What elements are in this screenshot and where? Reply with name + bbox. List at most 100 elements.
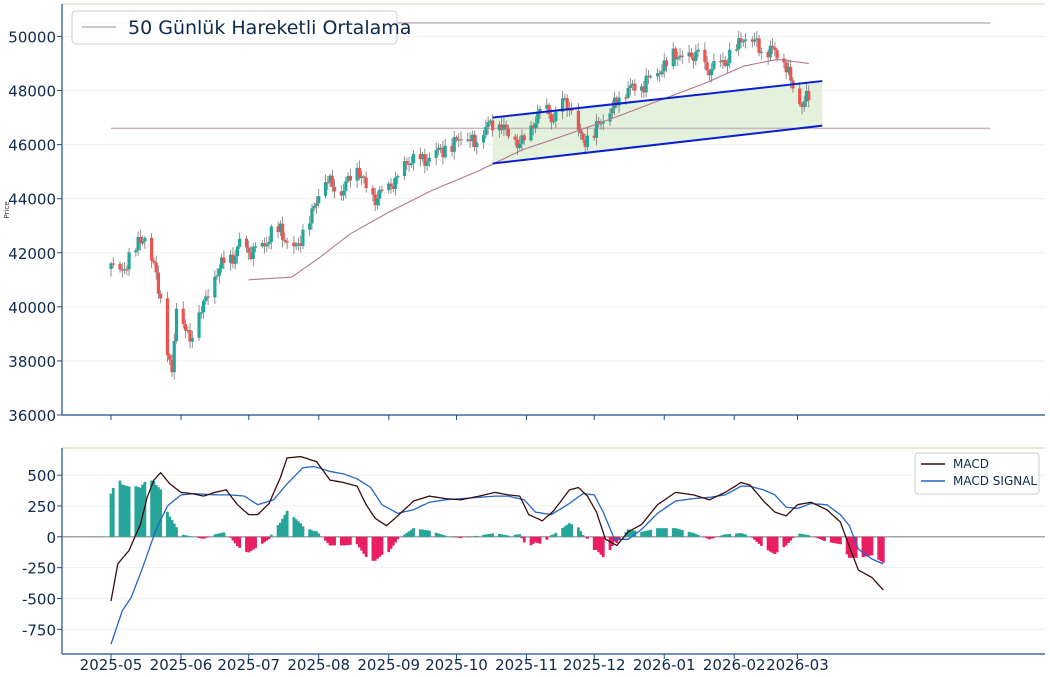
- candle-body: [734, 49, 739, 51]
- candle-body: [247, 247, 251, 253]
- candle-body: [640, 86, 644, 91]
- histogram-bar: [595, 536, 598, 550]
- candle-body: [215, 275, 219, 277]
- histogram-bar: [342, 536, 345, 546]
- histogram-bar: [450, 536, 454, 538]
- candle-body: [529, 125, 533, 141]
- candle-body: [441, 147, 445, 158]
- histogram-bar: [297, 521, 300, 537]
- histogram-bar: [245, 536, 248, 552]
- candle-body: [631, 83, 635, 86]
- candle-body: [357, 167, 361, 179]
- histogram-bar: [577, 527, 580, 537]
- candle-body: [612, 97, 617, 109]
- candle-body: [728, 49, 732, 64]
- candle-body: [504, 124, 508, 129]
- histogram-bar: [642, 531, 646, 537]
- candle-body: [125, 269, 129, 271]
- candle-body: [326, 182, 330, 184]
- candle-body: [804, 90, 809, 102]
- candle-body: [251, 246, 255, 259]
- candle-body: [608, 113, 612, 122]
- histogram-bar: [660, 528, 664, 537]
- candle-body: [486, 122, 490, 128]
- histogram-bar: [744, 534, 747, 537]
- histogram-bar: [579, 531, 583, 537]
- candle-body: [267, 241, 271, 245]
- candle-body: [427, 157, 431, 162]
- x-tick-label: 2025-07: [217, 656, 280, 674]
- candle-body: [522, 135, 526, 141]
- candle-body: [380, 189, 384, 191]
- histogram-bar: [407, 531, 411, 537]
- histogram-bar: [504, 535, 508, 537]
- histogram-bar: [348, 536, 352, 545]
- histogram-bar: [455, 536, 458, 538]
- histogram-bar: [233, 536, 237, 544]
- histogram-bar: [190, 536, 194, 538]
- histogram-bar: [159, 489, 163, 537]
- candle-body: [703, 49, 707, 63]
- histogram-bar: [583, 536, 587, 538]
- histogram-bar: [836, 536, 840, 544]
- candle-body: [150, 237, 154, 261]
- histogram-bar: [484, 534, 488, 537]
- histogram-bar: [554, 532, 558, 537]
- candle-body: [739, 38, 743, 43]
- histogram-bar: [452, 536, 456, 538]
- histogram-bar: [238, 536, 242, 548]
- x-tick-label: 2025-08: [287, 656, 350, 674]
- candle-body: [425, 161, 429, 166]
- candle-body: [387, 183, 391, 190]
- candle-body: [707, 70, 711, 76]
- histogram-bar: [312, 531, 316, 537]
- candle-body: [642, 86, 646, 93]
- candle-body: [583, 139, 587, 147]
- x-tick-label: 2026-02: [703, 656, 766, 674]
- candle-body: [292, 242, 296, 247]
- histogram-bar: [364, 536, 368, 557]
- candle-body: [475, 142, 479, 148]
- candle-body: [281, 223, 285, 240]
- candle-body: [450, 145, 454, 152]
- candle-body: [141, 241, 145, 244]
- candle-body: [599, 123, 603, 125]
- histogram-bar: [157, 487, 160, 537]
- histogram-bar: [170, 520, 174, 537]
- candle-body: [396, 176, 400, 178]
- histogram-bar: [283, 514, 287, 537]
- candle-body: [497, 124, 501, 131]
- histogram-bar: [475, 535, 479, 537]
- candle-body: [712, 60, 716, 70]
- x-tick-label: 2025-11: [495, 656, 558, 674]
- histogram-bar: [868, 536, 872, 556]
- histogram-bar: [181, 534, 185, 537]
- histogram-bar: [601, 536, 605, 558]
- histogram-bar: [705, 536, 709, 539]
- candle-body: [308, 223, 312, 230]
- price-y-tick-label: 50000: [8, 28, 56, 46]
- histogram-bar: [269, 534, 273, 537]
- candle-body: [222, 257, 226, 263]
- histogram-bar: [644, 530, 648, 537]
- price-panel: 36000 38000 40000 42000 44000 46000 48000 50000…: [3, 3, 1045, 425]
- legend-label-macd: MACD: [953, 457, 989, 471]
- histogram-bar: [592, 536, 596, 551]
- macd-signal-line: [110, 465, 884, 645]
- histogram-bar: [457, 536, 461, 538]
- histogram-bar: [610, 536, 614, 546]
- histogram-bar: [712, 536, 716, 538]
- x-axis: 2025-05 2025-06 2025-07 2025-08 2025-09 2025-…: [80, 415, 829, 674]
- histogram-bar: [782, 536, 786, 548]
- candle-body: [610, 108, 614, 114]
- histogram-bar: [188, 536, 192, 537]
- candle-body: [624, 97, 628, 99]
- histogram-bar: [807, 535, 811, 537]
- histogram-bar: [766, 536, 770, 551]
- histogram-bar: [378, 536, 382, 557]
- candle-body: [299, 243, 303, 246]
- histogram-bar: [123, 485, 126, 537]
- candle-body: [405, 161, 409, 164]
- macd-line: [110, 455, 884, 602]
- candle-body: [154, 262, 158, 273]
